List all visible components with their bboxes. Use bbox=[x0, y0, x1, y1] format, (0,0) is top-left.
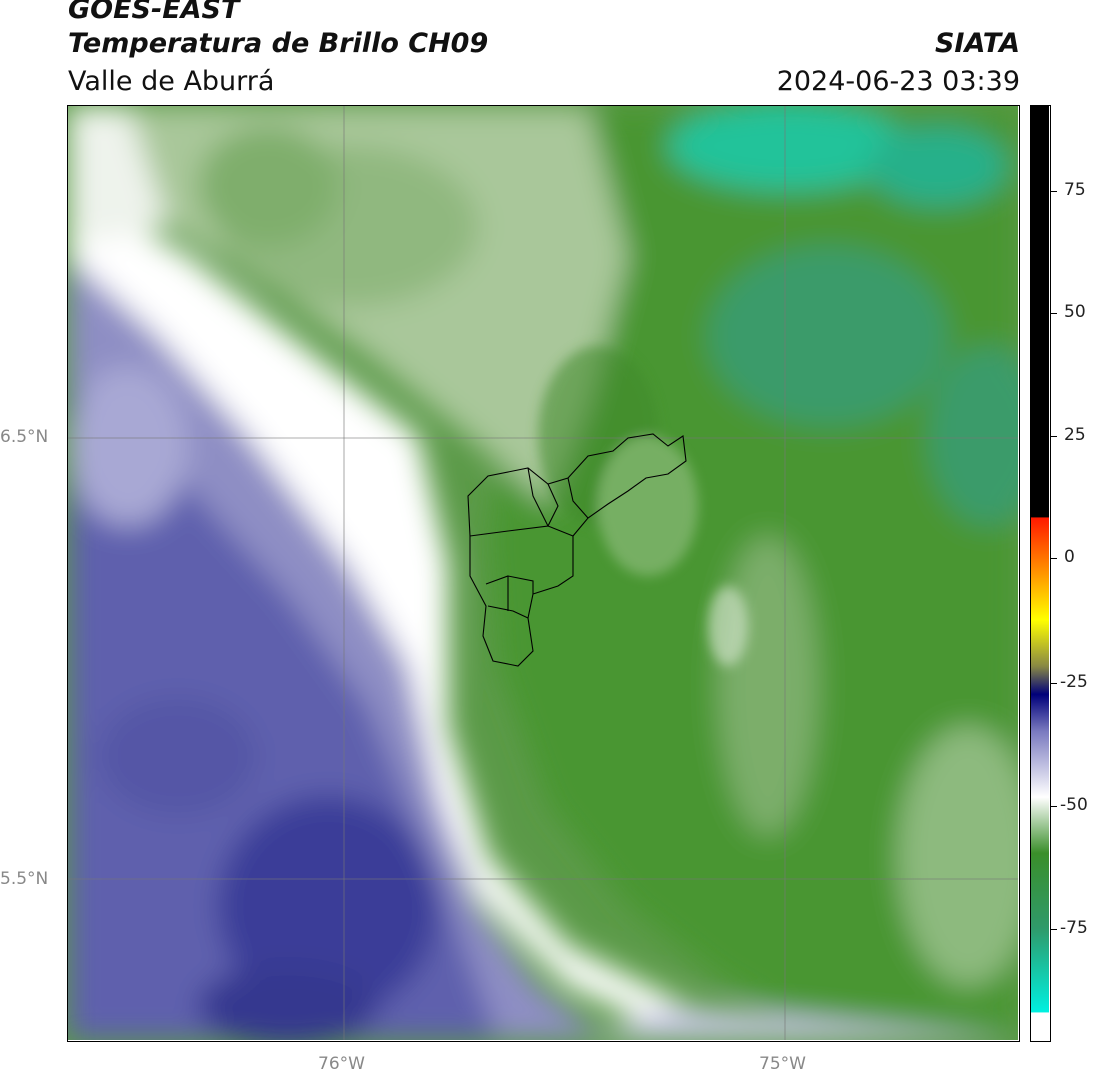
title-product: Temperatura de Brillo CH09 bbox=[68, 28, 489, 59]
lat-label-5-5: 5.5°N bbox=[0, 869, 49, 889]
colorbar-tick-m75 bbox=[1051, 929, 1057, 930]
colorbar-label-m75: -75 bbox=[1060, 918, 1088, 938]
colorbar-tick-50 bbox=[1051, 313, 1057, 314]
colorbar-tick-m50 bbox=[1051, 806, 1057, 807]
map-panel[interactable] bbox=[67, 105, 1020, 1042]
lon-label-75: 75°W bbox=[759, 1054, 806, 1074]
title-brand: SIATA bbox=[934, 28, 1020, 59]
colorbar-label-75: 75 bbox=[1064, 180, 1086, 200]
colorbar-tick-0 bbox=[1051, 558, 1057, 559]
colorbar-label-0: 0 bbox=[1064, 547, 1075, 567]
colorbar-label-50: 50 bbox=[1064, 302, 1086, 322]
brightness-temperature-field bbox=[68, 106, 1019, 1041]
lon-label-76: 76°W bbox=[318, 1054, 365, 1074]
colorbar-tick-m25 bbox=[1051, 683, 1057, 684]
colorbar-tick-25 bbox=[1051, 436, 1057, 437]
lat-label-6-5: 6.5°N bbox=[0, 427, 49, 447]
valle-de-aburra-municipalities bbox=[467, 433, 687, 667]
title-datetime: 2024-06-23 03:39 bbox=[776, 66, 1020, 97]
colorbar-label-m50: -50 bbox=[1060, 795, 1088, 815]
colorbar-tick-75 bbox=[1051, 191, 1057, 192]
title-satellite: GOES-EAST bbox=[68, 0, 240, 25]
colorbar-label-25: 25 bbox=[1064, 425, 1086, 445]
title-region: Valle de Aburrá bbox=[68, 66, 275, 97]
colorbar bbox=[1030, 105, 1051, 1042]
colorbar-label-m25: -25 bbox=[1060, 672, 1088, 692]
